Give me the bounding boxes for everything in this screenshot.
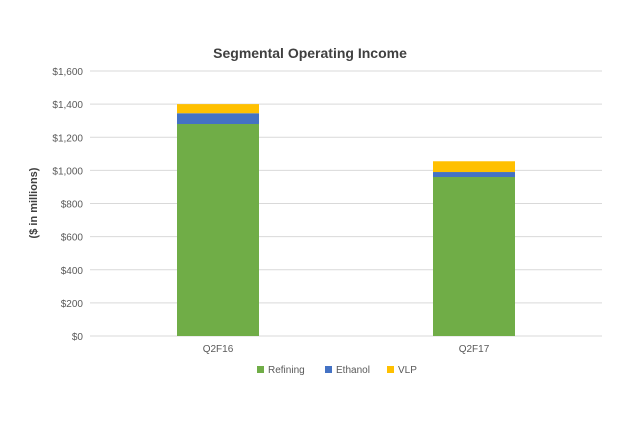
bar-ethanol-q2f17: [433, 172, 515, 177]
bar-refining-q2f16: [177, 124, 259, 336]
legend-label-vlp: VLP: [398, 365, 417, 376]
bar-ethanol-q2f16: [177, 113, 259, 124]
bar-refining-q2f17: [433, 177, 515, 336]
y-axis-label: ($ in millions): [28, 167, 40, 238]
gridlines: [90, 70, 602, 337]
y-tick-label: $200: [61, 299, 84, 310]
chart-title: Segmental Operating Income: [213, 45, 407, 61]
bars: [177, 104, 515, 336]
y-tick-label: $600: [61, 233, 84, 244]
legend-label-ethanol: Ethanol: [336, 365, 370, 376]
legend-label-refining: Refining: [268, 365, 305, 376]
bar-vlp-q2f16: [177, 104, 259, 114]
x-tick-label: Q2F17: [459, 344, 490, 355]
legend: Refining Ethanol VLP: [257, 365, 417, 376]
y-tick-label: $800: [61, 200, 84, 211]
x-tick-label: Q2F16: [203, 344, 234, 355]
y-tick-label: $0: [72, 332, 84, 343]
bar-vlp-q2f17: [433, 161, 515, 173]
y-tick-label: $1,000: [52, 166, 83, 177]
y-tick-label: $1,400: [52, 100, 83, 111]
y-tick-label: $1,200: [52, 133, 83, 144]
legend-swatch-ethanol: [325, 366, 332, 373]
legend-swatch-vlp: [387, 366, 394, 373]
legend-swatch-refining: [257, 366, 264, 373]
y-tick-label: $400: [61, 266, 84, 277]
x-axis-ticks: Q2F16 Q2F17: [203, 344, 490, 355]
y-tick-label: $1,600: [52, 67, 83, 78]
y-axis-ticks: $0 $200 $400 $600 $800 $1,000 $1,200 $1,400 $1,6…: [52, 67, 83, 343]
